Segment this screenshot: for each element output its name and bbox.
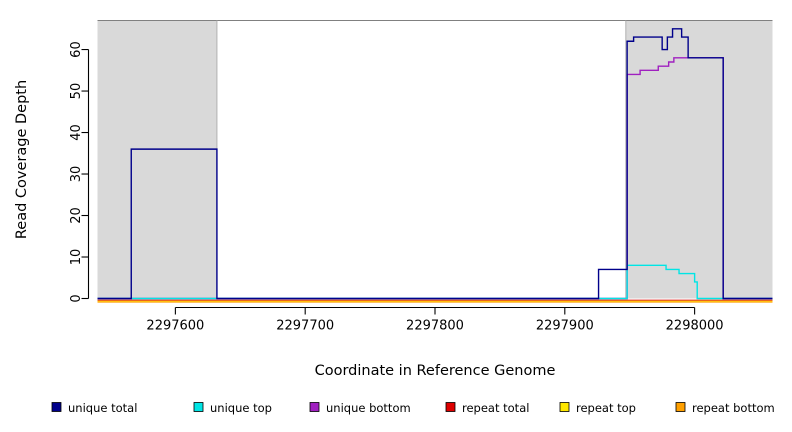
legend-swatch (675, 402, 686, 412)
legend-label: repeat total (462, 401, 529, 415)
legend-label: unique total (68, 401, 137, 415)
legend-label: repeat bottom (692, 401, 775, 415)
right-shaded-region (625, 20, 773, 299)
x-axis-tick-label: 2297800 (406, 319, 464, 334)
legend-swatch (51, 402, 62, 412)
legend-swatch (309, 402, 320, 412)
legend-item[interactable]: repeat bottom (675, 401, 775, 415)
x-axis-tick-label: 2297900 (536, 319, 594, 334)
legend-item[interactable]: repeat total (445, 401, 529, 415)
y-axis-tick-label: 40 (69, 124, 84, 141)
legend-label: repeat top (576, 401, 636, 415)
legend: unique total unique top unique bottom repea… (51, 401, 775, 415)
series-line-unique-top (97, 264, 773, 300)
x-axis-tick-label: 2297700 (276, 319, 334, 334)
y-axis-tick-label: 50 (69, 83, 84, 100)
y-axis-title: Read Coverage Depth (14, 80, 30, 239)
legend-item[interactable]: unique top (193, 401, 272, 415)
y-axis-tick-label: 10 (69, 249, 84, 266)
legend-item[interactable]: unique total (51, 401, 137, 415)
legend-item[interactable]: repeat top (559, 401, 636, 415)
legend-label: unique bottom (326, 401, 411, 415)
x-axis-title: Coordinate in Reference Genome (315, 363, 556, 379)
legend-swatch (193, 402, 204, 412)
left-shaded-region (97, 20, 217, 299)
x-axis-tick-label: 2297600 (146, 319, 204, 334)
y-axis-tick-label: 0 (69, 294, 84, 302)
y-axis-tick-label: 30 (69, 166, 84, 183)
y-axis-tick-label: 60 (69, 41, 84, 58)
legend-swatch (445, 402, 456, 412)
legend-label: unique top (210, 401, 272, 415)
legend-swatch (559, 402, 570, 412)
x-axis-tick-label: 2298000 (666, 319, 724, 334)
y-axis-tick-label: 20 (69, 207, 84, 224)
series-line-unique-total (97, 28, 773, 300)
legend-item[interactable]: unique bottom (309, 401, 411, 415)
